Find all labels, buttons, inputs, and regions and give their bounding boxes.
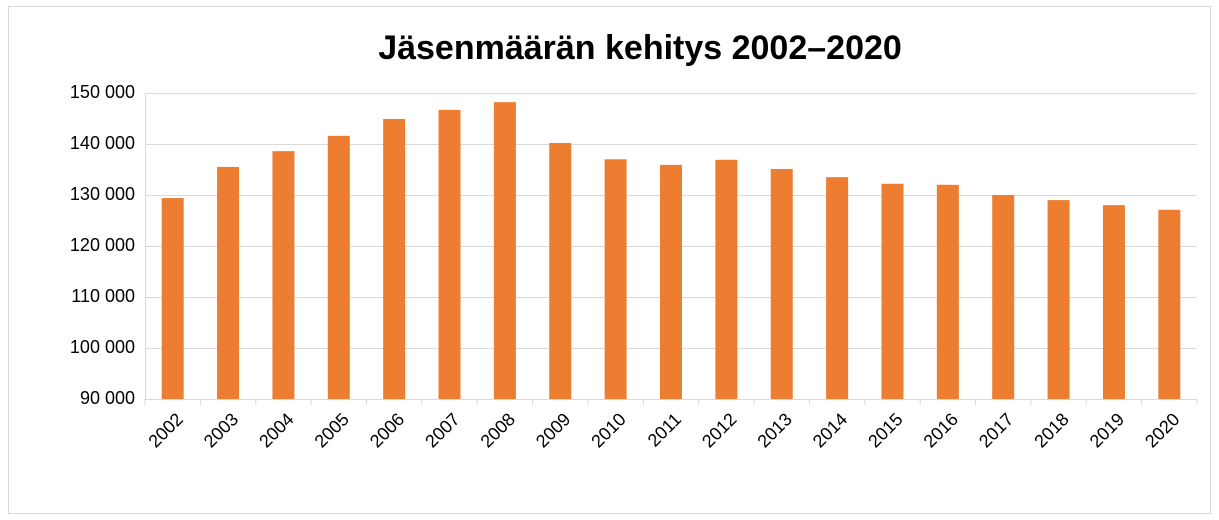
bar <box>992 195 1015 399</box>
y-tick-label: 90 000 <box>80 388 135 408</box>
bar <box>1158 209 1181 399</box>
y-tick-label: 130 000 <box>70 184 135 204</box>
bar <box>161 198 184 399</box>
bar <box>383 119 406 399</box>
bar <box>826 177 849 399</box>
y-tick-label: 140 000 <box>70 133 135 153</box>
y-tick-label: 100 000 <box>70 337 135 357</box>
y-tick-label: 150 000 <box>70 82 135 102</box>
bar <box>715 159 738 399</box>
bar <box>770 168 793 399</box>
bar <box>936 184 959 399</box>
y-tick-label: 110 000 <box>71 286 135 306</box>
bar <box>549 142 572 400</box>
bar <box>881 183 904 399</box>
bar <box>1102 205 1125 399</box>
bar <box>327 135 350 399</box>
chart-title: Jäsenmäärän kehitys 2002–2020 <box>378 29 902 67</box>
bar <box>272 151 295 399</box>
bar <box>1047 200 1070 399</box>
y-tick-label: 120 000 <box>70 235 135 255</box>
bar <box>438 109 461 399</box>
bar <box>604 159 627 399</box>
bar <box>660 164 682 399</box>
bar <box>217 166 240 399</box>
bar <box>493 102 516 400</box>
